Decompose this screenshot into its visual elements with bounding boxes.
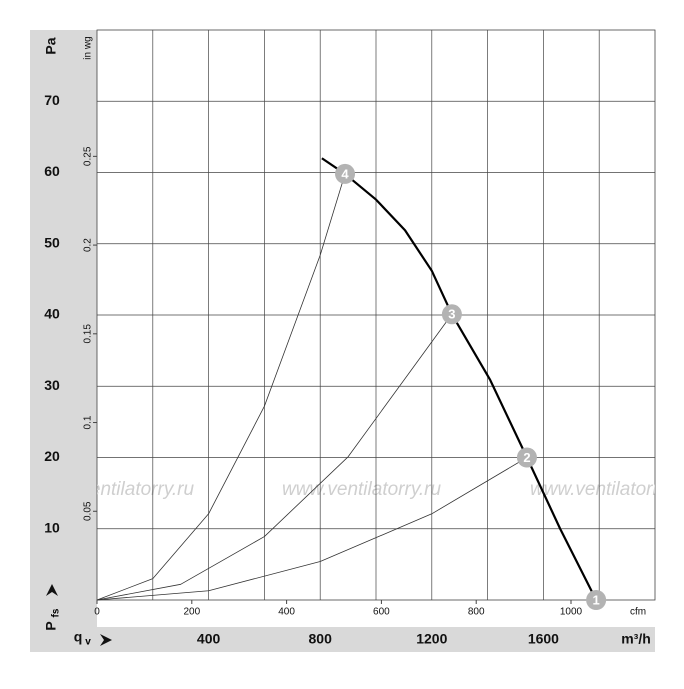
y-tick-label: 40 [44, 306, 60, 322]
x-tick-label: 1600 [528, 631, 559, 647]
y-tick-label: 20 [44, 448, 60, 464]
x-tick-label: 800 [309, 631, 333, 647]
y-label: Pa [43, 37, 59, 54]
operating-point-label: 3 [448, 307, 455, 322]
watermark: www.ventilatorry.ru [35, 479, 195, 500]
x-label: m³/h [621, 631, 651, 647]
x-subscript: v [85, 637, 91, 648]
x2-tick-label: 1000 [560, 607, 583, 618]
x-tick-label: 400 [197, 631, 221, 647]
y-tick-label: 60 [44, 163, 60, 179]
y-subscript: fs [51, 608, 62, 617]
curve [96, 457, 528, 601]
operating-point [441, 304, 462, 325]
curve [96, 173, 346, 601]
operating-point-label: 4 [341, 166, 349, 181]
x2-tick-label: 800 [468, 607, 485, 618]
x2-tick-label: 200 [183, 607, 200, 618]
y2-label: in wg [83, 36, 94, 59]
x2-tick-label: 600 [373, 607, 390, 618]
curve [96, 314, 453, 601]
y2-tick-label: 0.25 [83, 146, 94, 166]
operating-point-label: 2 [523, 450, 530, 465]
y2-tick-label: 0.05 [83, 501, 94, 521]
y-tick-label: 30 [44, 377, 60, 393]
x-arrow [100, 634, 112, 646]
x2-label: cfm [630, 607, 646, 618]
x2-tick-label: 0 [94, 607, 100, 618]
x-tick-label: 1200 [416, 631, 447, 647]
watermark: www.ventilatorry.ru [282, 479, 442, 500]
y2-tick-label: 0.1 [83, 415, 94, 429]
y-tick-label: 70 [44, 92, 60, 108]
y2-tick-label: 0.2 [83, 238, 94, 252]
y2-tick-label: 0.15 [83, 324, 94, 344]
y-arrow [46, 584, 58, 596]
operating-point [586, 590, 607, 610]
bottom-band [30, 627, 655, 652]
operating-point [335, 163, 356, 184]
y-tick-label: 10 [44, 519, 60, 535]
x-symbol: q [74, 629, 83, 645]
operating-point-label: 1 [593, 592, 600, 607]
curve [321, 157, 598, 601]
y-tick-label: 50 [44, 234, 60, 250]
x2-tick-label: 400 [278, 607, 295, 618]
operating-point [516, 447, 537, 468]
y-symbol: P [43, 621, 59, 630]
watermark: www.ventilatorry.ru [530, 479, 684, 500]
left-band [30, 30, 97, 652]
